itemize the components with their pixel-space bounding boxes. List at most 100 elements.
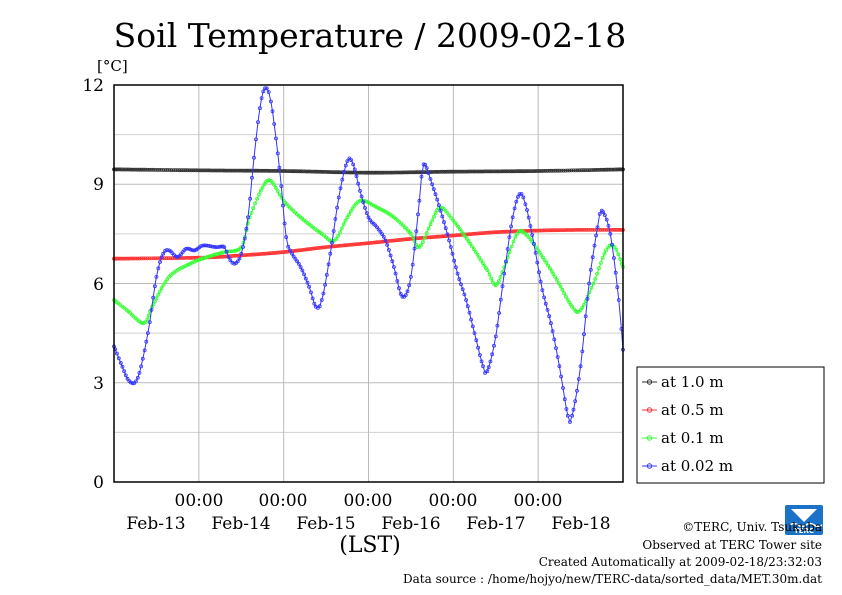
data-point	[590, 255, 595, 260]
data-point	[559, 374, 563, 379]
data-point	[532, 228, 537, 233]
data-point	[449, 233, 454, 238]
data-point	[555, 355, 560, 359]
data-point	[424, 231, 429, 236]
data-point	[324, 272, 329, 277]
data-point	[386, 248, 391, 252]
data-point	[606, 223, 611, 228]
data-point	[513, 235, 518, 239]
data-point	[245, 221, 250, 226]
data-point	[595, 167, 600, 172]
data-point	[235, 259, 240, 264]
data-point	[311, 169, 316, 174]
data-point	[287, 169, 291, 174]
data-point	[493, 334, 498, 339]
data-point	[498, 274, 503, 279]
data-point	[351, 162, 356, 167]
data-point	[370, 240, 374, 245]
data-point	[569, 228, 574, 232]
data-point	[198, 257, 203, 262]
data-point	[528, 237, 533, 242]
data-point	[532, 241, 536, 246]
data-point	[487, 272, 492, 277]
legend: at 1.0 m at 0.5 m at 0.1 m at 0.02 m	[636, 366, 825, 484]
data-point	[398, 170, 403, 175]
data-point	[455, 271, 460, 276]
data-point	[549, 321, 553, 326]
data-point	[153, 299, 157, 304]
data-point	[184, 255, 189, 260]
data-point	[175, 168, 180, 173]
data-point	[394, 238, 399, 243]
data-point	[575, 227, 579, 232]
data-point	[177, 168, 182, 173]
data-point	[467, 232, 472, 237]
data-point	[325, 170, 330, 174]
data-point	[511, 239, 516, 244]
data-point	[442, 234, 447, 239]
data-point	[464, 236, 469, 241]
data-point	[582, 168, 586, 173]
data-point	[410, 170, 415, 175]
data-point	[454, 233, 459, 238]
data-point	[616, 298, 621, 302]
data-point	[420, 240, 425, 245]
data-point	[522, 169, 526, 174]
data-point	[608, 231, 613, 236]
data-point	[135, 375, 140, 380]
data-point	[380, 170, 385, 175]
data-point	[481, 364, 485, 369]
data-point	[459, 229, 464, 234]
data-point	[336, 233, 341, 238]
data-point	[537, 270, 541, 275]
data-point	[242, 236, 247, 241]
data-point	[423, 170, 428, 175]
data-point	[163, 280, 168, 284]
data-point	[279, 250, 284, 255]
data-point	[467, 169, 472, 174]
data-point	[393, 271, 398, 276]
data-point	[161, 251, 166, 256]
data-point	[526, 215, 531, 220]
data-point	[149, 307, 154, 312]
data-point	[435, 234, 440, 239]
data-point	[185, 168, 190, 173]
data-point	[472, 331, 477, 336]
data-point	[449, 216, 454, 220]
data-point	[593, 167, 598, 172]
data-point	[294, 248, 298, 253]
data-point	[206, 243, 211, 248]
data-point	[222, 250, 227, 255]
data-point	[431, 187, 436, 192]
data-point	[244, 253, 249, 257]
data-point	[213, 252, 218, 257]
x-date-label: Feb-14	[211, 514, 270, 534]
data-point	[309, 290, 313, 295]
data-point	[385, 170, 390, 175]
data-point	[474, 338, 479, 343]
data-point	[363, 241, 367, 246]
data-point	[553, 168, 558, 173]
data-point	[359, 194, 364, 199]
data-point	[264, 86, 269, 91]
data-point	[438, 208, 443, 213]
data-point	[532, 169, 537, 174]
data-point	[134, 167, 138, 172]
data-point	[531, 169, 535, 174]
data-point	[347, 242, 352, 247]
data-point	[255, 252, 260, 257]
data-point	[303, 276, 308, 281]
data-point	[213, 245, 218, 250]
data-point	[149, 167, 154, 172]
data-point	[293, 256, 298, 261]
data-point	[461, 231, 466, 236]
data-point	[551, 168, 556, 173]
data-point	[514, 199, 519, 204]
data-point	[147, 256, 152, 261]
data-point	[306, 247, 311, 252]
data-point	[301, 247, 306, 252]
legend-label: at 0.1 m	[661, 429, 724, 447]
data-point	[584, 227, 589, 232]
data-point	[545, 168, 550, 173]
data-point	[546, 228, 551, 233]
